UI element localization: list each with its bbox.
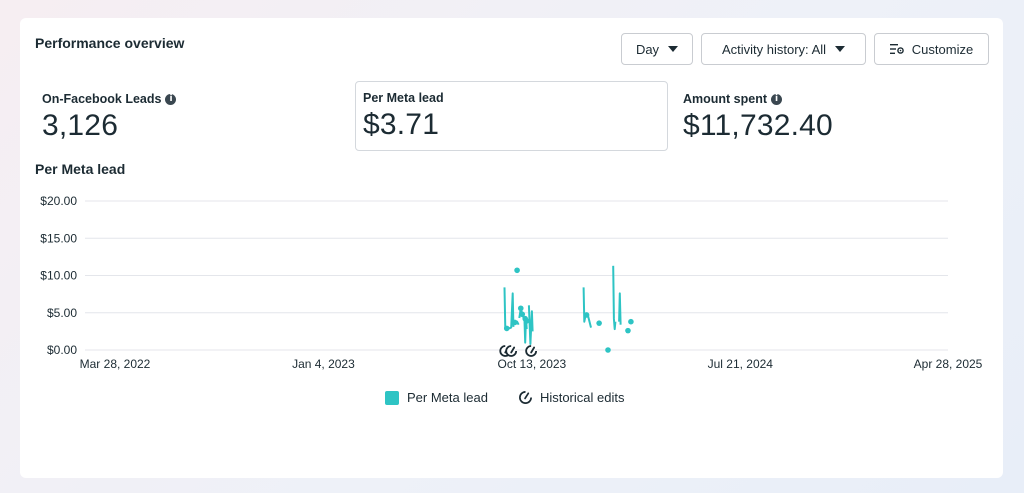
legend-swatch [385,390,399,405]
x-tick-label: Oct 13, 2023 [498,357,567,371]
chart-title: Per Meta lead [35,161,126,177]
chart-legend: Per Meta lead Historical edits [385,390,624,405]
y-tick-label: $10.00 [40,269,77,283]
historical-edit-needle [530,346,536,354]
metric-label: Per Meta lead [363,91,444,105]
series-point [519,311,526,318]
activity-history-label: Activity history: All [721,41,827,57]
series-line-segment [527,305,534,345]
series-point [517,305,524,312]
series-point [503,325,510,332]
historical-edit-needle [510,346,516,354]
metric-value: $3.71 [363,108,440,141]
metric-label-row: On-Facebook Leads i [42,92,177,106]
x-tick-label: Jan 4, 2023 [292,357,355,371]
card-title: Performance overview [35,35,185,51]
series-point [583,312,590,318]
y-tick-label: $15.00 [40,231,77,245]
customize-sliders-icon [889,44,904,54]
x-tick-label: Jul 21, 2024 [708,357,774,371]
historical-edit-marker [505,345,518,357]
info-icon[interactable]: i [165,93,177,105]
metric-label: Amount spent [683,92,768,106]
series-line-segment [582,287,592,328]
series-point [512,319,518,326]
series-point [596,320,602,326]
info-icon[interactable]: i [771,93,783,105]
series-line-segment [618,292,622,325]
series-point [625,327,631,334]
metric-label: On-Facebook Leads [42,92,162,106]
chevron-down-icon [835,46,846,52]
historical-edit-marker [525,345,538,357]
performance-overview-card: Performance overview Day Activity histor… [20,18,1003,478]
series-point [628,318,634,325]
metric-value: $11,732.40 [683,109,833,142]
series-point [605,347,611,353]
metric-label-row: Amount spent i [683,92,833,106]
series-point [523,318,530,324]
day-dropdown[interactable]: Day [621,33,693,65]
x-tick-label: Mar 28, 2022 [80,357,151,371]
day-dropdown-label: Day [635,41,660,57]
customize-label: Customize [911,41,974,57]
series-point [514,267,520,274]
customize-button[interactable]: Customize [874,33,989,65]
per-meta-lead-chart: $0.00 $5.00 $10.00 $15.00 $20.00 Mar 28, 2022… [40,194,983,371]
y-tick-label: $20.00 [40,194,77,208]
x-tick-label: Apr 28, 2025 [914,357,983,371]
chevron-down-icon [668,46,679,52]
metric-label-row: Per Meta lead [363,91,667,105]
legend-series-label: Per Meta lead [407,390,488,405]
historical-edits-icon [519,391,532,404]
series-line-segment [503,287,515,331]
metric-per-meta-lead[interactable]: Per Meta lead $3.71 [355,81,668,151]
metric-on-facebook-leads[interactable]: On-Facebook Leads i 3,126 [42,81,177,151]
y-tick-label: $0.00 [47,343,77,357]
metric-value: 3,126 [42,109,119,142]
y-tick-label: $5.00 [47,306,77,320]
series-line-segment [612,265,617,331]
metric-amount-spent[interactable]: Amount spent i $11,732.40 [683,81,833,151]
activity-history-dropdown[interactable]: Activity history: All [701,33,866,65]
legend-edits-label: Historical edits [539,390,625,405]
